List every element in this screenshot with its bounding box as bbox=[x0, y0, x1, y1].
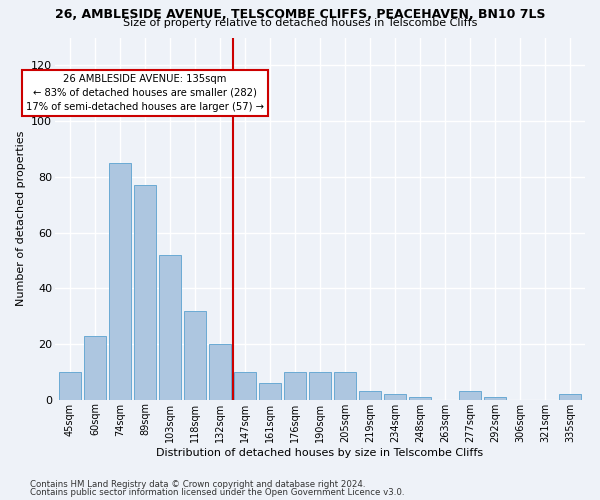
Text: Contains HM Land Registry data © Crown copyright and database right 2024.: Contains HM Land Registry data © Crown c… bbox=[30, 480, 365, 489]
Bar bbox=[484, 397, 506, 400]
Bar bbox=[284, 372, 305, 400]
Bar bbox=[310, 372, 331, 400]
Text: Size of property relative to detached houses in Telscombe Cliffs: Size of property relative to detached ho… bbox=[123, 18, 477, 28]
Bar bbox=[209, 344, 230, 400]
Y-axis label: Number of detached properties: Number of detached properties bbox=[16, 131, 26, 306]
Text: Contains public sector information licensed under the Open Government Licence v3: Contains public sector information licen… bbox=[30, 488, 404, 497]
Bar bbox=[85, 336, 106, 400]
X-axis label: Distribution of detached houses by size in Telscombe Cliffs: Distribution of detached houses by size … bbox=[157, 448, 484, 458]
Bar bbox=[359, 392, 380, 400]
Text: 26 AMBLESIDE AVENUE: 135sqm
← 83% of detached houses are smaller (282)
17% of se: 26 AMBLESIDE AVENUE: 135sqm ← 83% of det… bbox=[26, 74, 264, 112]
Bar bbox=[134, 185, 155, 400]
Bar bbox=[259, 383, 281, 400]
Bar bbox=[160, 255, 181, 400]
Bar bbox=[184, 310, 206, 400]
Bar bbox=[460, 392, 481, 400]
Bar bbox=[109, 163, 131, 400]
Bar bbox=[559, 394, 581, 400]
Bar bbox=[235, 372, 256, 400]
Bar bbox=[385, 394, 406, 400]
Bar bbox=[334, 372, 356, 400]
Bar bbox=[59, 372, 80, 400]
Bar bbox=[409, 397, 431, 400]
Text: 26, AMBLESIDE AVENUE, TELSCOMBE CLIFFS, PEACEHAVEN, BN10 7LS: 26, AMBLESIDE AVENUE, TELSCOMBE CLIFFS, … bbox=[55, 8, 545, 20]
